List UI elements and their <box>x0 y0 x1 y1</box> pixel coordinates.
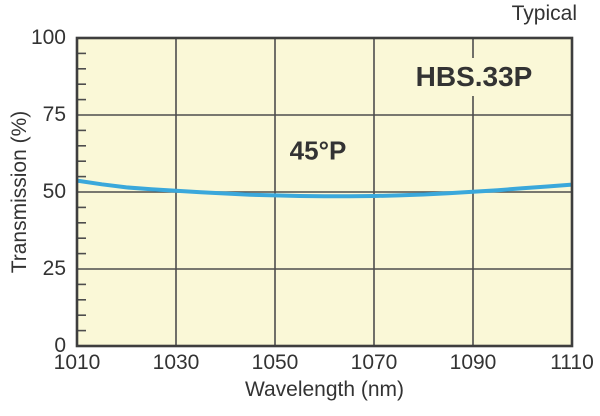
y-tick-label: 25 <box>42 257 66 280</box>
transmission-curve <box>76 178 573 199</box>
x-tick-label: 1110 <box>550 351 594 374</box>
y-tick-label: 50 <box>42 180 66 203</box>
series-label-hbs33p: HBS.33P <box>408 58 540 96</box>
x-tick-label: 1090 <box>449 351 497 374</box>
y-tick-label: 0 <box>54 334 66 357</box>
y-tick-label: 100 <box>30 26 66 49</box>
x-axis-title: Wavelength (nm) <box>244 378 405 401</box>
x-tick-label: 1070 <box>350 351 398 374</box>
annotation-incidence-45p: 45°P <box>289 135 347 166</box>
x-tick-label: 1050 <box>251 351 299 374</box>
x-tick-label: 1030 <box>152 351 200 374</box>
x-tick-label: 1010 <box>53 351 101 374</box>
typical-note: Typical <box>511 2 577 25</box>
plot-frame <box>75 36 574 348</box>
y-tick-label: 75 <box>42 103 66 126</box>
